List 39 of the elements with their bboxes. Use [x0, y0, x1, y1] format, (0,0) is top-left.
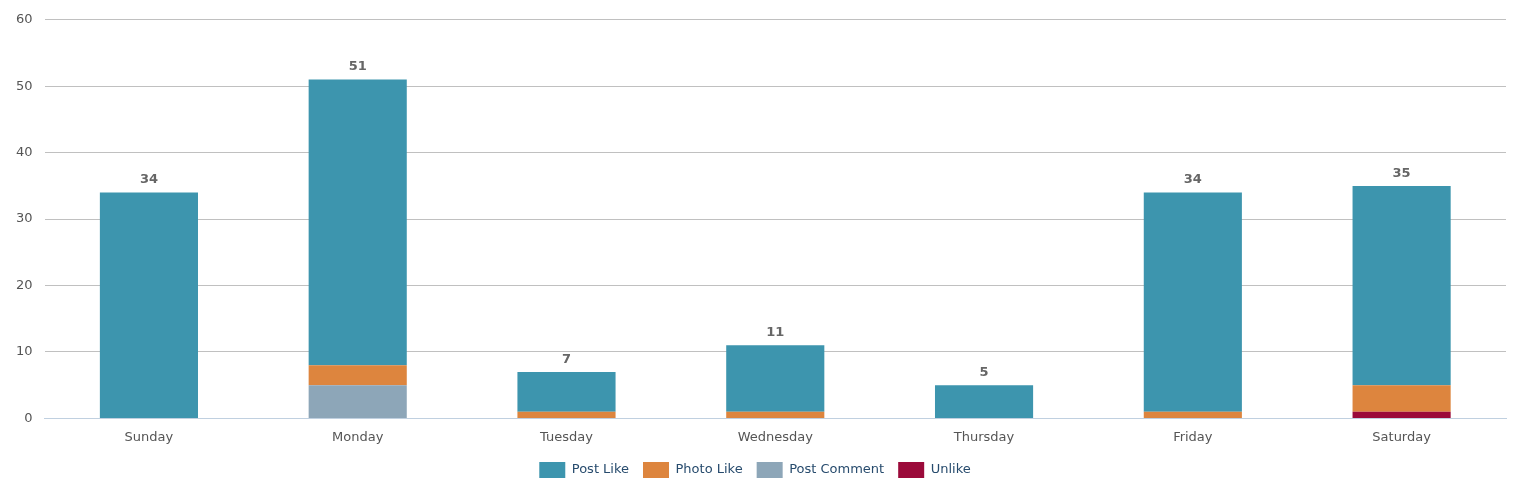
bar: [1352, 385, 1451, 412]
x-tick-label: Wednesday: [737, 428, 814, 444]
bar: [1352, 411, 1451, 418]
y-tick-label: 0: [24, 409, 33, 425]
legend-label: Unlike: [930, 461, 971, 477]
y-tick-label: 10: [16, 343, 33, 359]
bar: [1143, 192, 1242, 412]
y-tick-label: 40: [16, 144, 33, 160]
y-tick-label: 30: [16, 210, 33, 226]
total-label: 34: [1183, 171, 1202, 187]
total-label: 7: [561, 350, 572, 366]
bar: [99, 192, 198, 418]
bar: [1143, 411, 1242, 418]
x-tick-label: Saturday: [1372, 428, 1432, 444]
bar: [726, 411, 825, 418]
bar: [726, 345, 825, 412]
legend-label: Photo Like: [675, 461, 743, 477]
bar: [934, 385, 1034, 418]
legend-label: Post Like: [571, 461, 630, 477]
bar: [308, 79, 407, 366]
x-tick-label: Sunday: [124, 428, 174, 444]
bar: [517, 411, 616, 418]
total-label: 51: [348, 58, 367, 74]
total-label: 35: [1392, 164, 1411, 180]
bar: [1352, 185, 1451, 386]
y-tick-label: 20: [16, 276, 33, 292]
x-tick-label: Friday: [1173, 428, 1213, 444]
total-label: 34: [139, 171, 158, 187]
y-tick-label: 50: [16, 77, 33, 93]
x-tick-label: Tuesday: [539, 428, 594, 444]
bar: [308, 385, 407, 418]
total-label: 5: [979, 364, 989, 380]
legend-label: Post Comment: [789, 461, 885, 477]
bar: [308, 365, 407, 386]
bar: [517, 371, 616, 412]
y-tick-label: 60: [16, 11, 33, 27]
x-tick-label: Monday: [332, 428, 384, 444]
total-label: 11: [766, 324, 785, 340]
x-tick-label: Thursday: [952, 428, 1015, 444]
